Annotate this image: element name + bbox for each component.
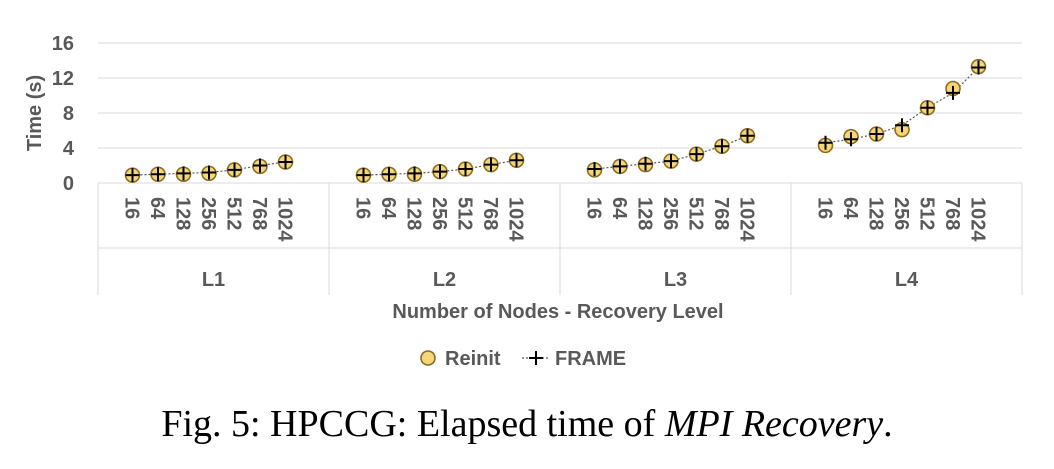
group-label-L3: L3 <box>664 269 687 291</box>
legend-reinit-label: Reinit <box>445 348 501 370</box>
y-axis-ticks: 0 4 8 12 16 <box>52 33 75 195</box>
frame-point <box>818 135 833 150</box>
x-tick-label: 512 <box>916 197 938 230</box>
x-tick-label: 128 <box>172 197 194 230</box>
x-tick-label: 64 <box>377 197 399 220</box>
frame-point <box>920 100 935 115</box>
legend: Reinit FRAME <box>420 348 626 370</box>
frame-point <box>458 162 473 176</box>
group-label-L4: L4 <box>895 269 919 291</box>
frame-point <box>382 167 396 182</box>
x-tick-label: 512 <box>223 197 245 230</box>
y-axis-title: Time (s) <box>24 75 46 151</box>
frame-point <box>740 128 755 143</box>
gridlines <box>98 42 1022 184</box>
frame-point <box>407 166 422 181</box>
x-tick-label: 256 <box>428 197 450 230</box>
y-tick-label: 4 <box>63 138 75 160</box>
frame-point <box>509 153 524 168</box>
caption-prefix: Fig. 5: HPCCG: Elapsed time of <box>161 403 665 445</box>
frame-point <box>125 168 140 183</box>
group-label-L1: L1 <box>202 269 225 291</box>
frame-point <box>895 118 909 133</box>
x-tick-label: 768 <box>479 197 501 230</box>
y-tick-label: 8 <box>63 103 74 125</box>
caption-suffix: . <box>883 403 893 445</box>
frame-point <box>202 165 216 180</box>
frame-point <box>869 127 884 141</box>
x-tick-label: 128 <box>403 197 425 230</box>
frame-point <box>689 147 704 162</box>
y-tick-label: 16 <box>52 33 74 55</box>
frame-point <box>278 155 293 169</box>
x-tick-label: 768 <box>248 197 270 230</box>
x-tick-label: 1024 <box>274 197 296 242</box>
group-labels: L1 L2 L3 L4 <box>202 269 919 291</box>
frame-point <box>253 158 267 173</box>
frame-point <box>176 166 191 181</box>
x-tick-label: 128 <box>634 197 656 230</box>
x-tick-label: 768 <box>941 197 963 230</box>
legend-frame-label: FRAME <box>555 348 626 370</box>
x-tick-label: 256 <box>659 197 681 230</box>
frame-point <box>433 164 447 179</box>
frame-point <box>946 85 960 100</box>
x-tick-label: 768 <box>710 197 732 230</box>
group-separators <box>97 183 1023 295</box>
series-marks <box>124 58 987 183</box>
x-tick-label: 1024 <box>505 197 527 242</box>
frame-point <box>151 167 165 182</box>
x-tick-label: 256 <box>197 197 219 230</box>
x-tick-label: 1024 <box>967 197 989 242</box>
x-axis-title: Number of Nodes - Recovery Level <box>392 301 723 323</box>
x-tick-label: 16 <box>583 197 605 219</box>
figure-caption: Fig. 5: HPCCG: Elapsed time of MPI Recov… <box>0 402 1054 446</box>
caption-emphasis: MPI Recovery <box>664 403 884 445</box>
frame-point <box>356 168 371 183</box>
y-tick-label: 12 <box>52 68 74 90</box>
y-tick-label: 0 <box>63 173 74 195</box>
x-tick-label: 512 <box>685 197 707 230</box>
frame-point <box>227 162 242 177</box>
x-tick-label: 512 <box>454 197 476 230</box>
frame-point <box>844 132 858 147</box>
frame-point <box>613 159 627 174</box>
x-tick-label: 16 <box>814 197 836 219</box>
frame-point <box>484 157 498 172</box>
x-tick-label: 64 <box>608 197 630 220</box>
x-tick-label: 16 <box>352 197 374 219</box>
frame-point <box>664 154 678 169</box>
x-tick-label: 16 <box>121 197 143 219</box>
x-tick-label: 128 <box>865 197 887 230</box>
x-axis-ticks: 16 64 128 256 512 768 1024 16 64 128 256 512 768 1024… <box>121 197 989 242</box>
x-tick-label: 256 <box>890 197 912 230</box>
frame-point <box>715 139 729 154</box>
x-tick-label: 64 <box>146 197 168 220</box>
x-tick-label: 1024 <box>736 197 758 242</box>
legend-reinit-marker <box>420 350 436 366</box>
frame-point <box>587 162 602 176</box>
group-label-L2: L2 <box>433 269 456 291</box>
x-tick-label: 64 <box>839 197 861 220</box>
frame-point <box>638 156 653 171</box>
frame-point <box>971 60 986 75</box>
